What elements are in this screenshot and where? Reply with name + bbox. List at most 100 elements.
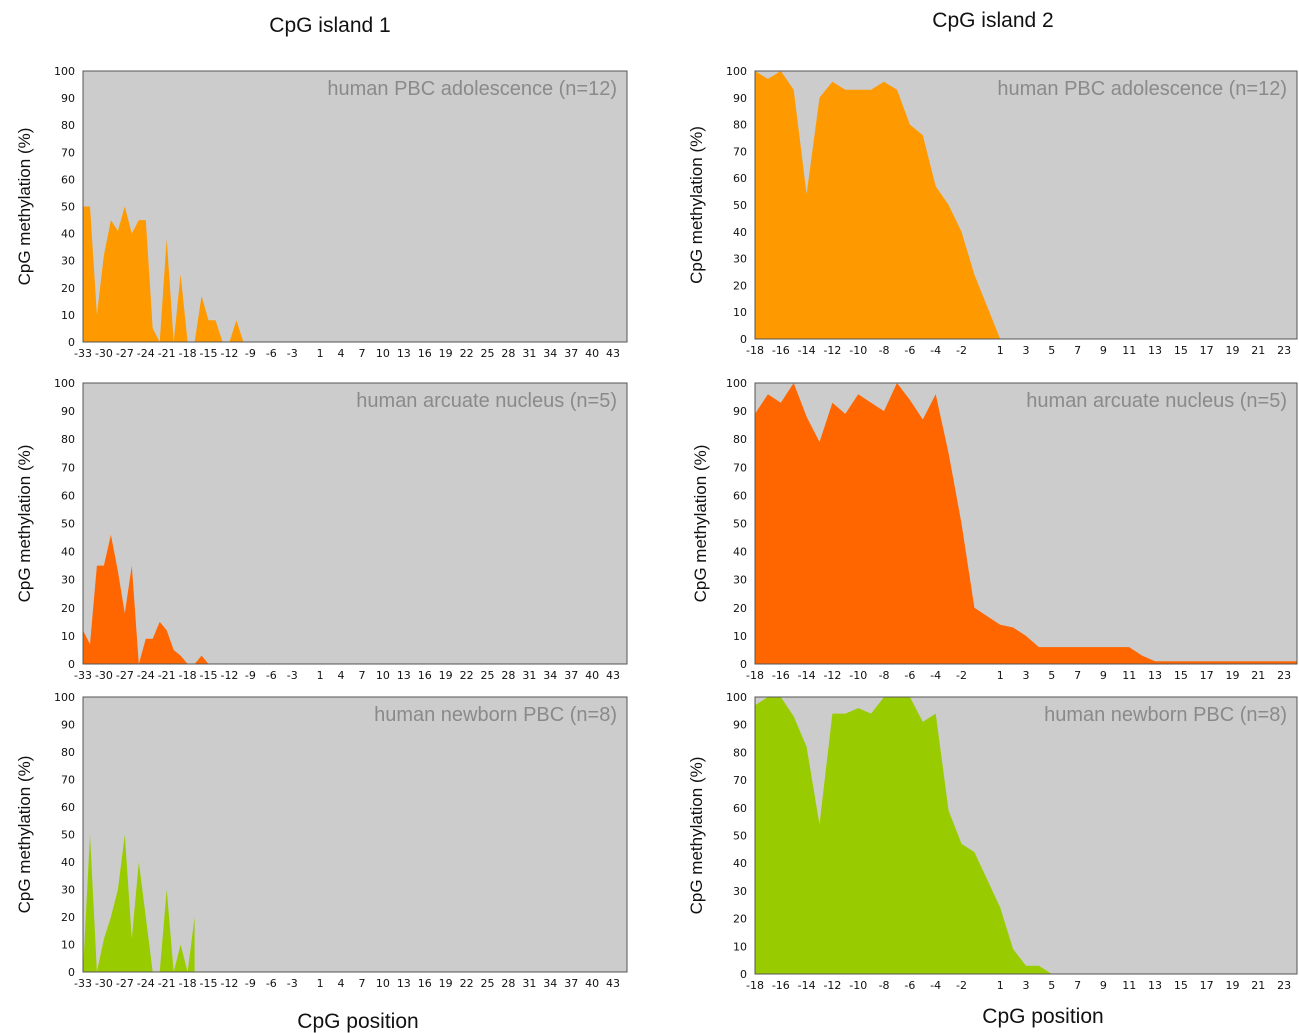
y-tick-label: 0 [740,658,747,671]
plot-frame [82,382,628,665]
x-tick-label: 4 [338,977,345,990]
methylation-area [755,697,1065,974]
x-tick-label: -8 [879,344,890,357]
x-tick-label: 25 [481,347,495,360]
x-tick-label: 4 [338,347,345,360]
panel-right-adolescence: 0 10 20 30 40 50 60 70 80 90 100 -18 -16 -14 -12 -10 -8 -… [687,65,1298,357]
x-tick-label: -18 [746,669,764,682]
y-tick-label: 100 [726,65,747,78]
plot-frame [754,70,1298,340]
x-tick-label: 7 [358,669,365,682]
y-tick-label: 20 [61,602,75,615]
x-tick-label: 28 [501,977,515,990]
x-tick-label: 16 [418,347,432,360]
x-tick-label: -12 [823,669,841,682]
y-tick-label: 40 [61,228,75,241]
y-tick-label: 70 [61,146,75,159]
x-tick-label: -27 [116,977,134,990]
plot-area [82,382,628,665]
x-tick-label: -12 [220,977,238,990]
x-tick-label: 34 [543,347,557,360]
y-tick-label: 40 [733,546,747,559]
x-tick-label: 37 [564,669,578,682]
y-tick-label: 40 [61,856,75,869]
panel-left-adolescence: 0 10 20 30 40 50 60 70 80 90 100 -33 -30 -27 -24 -21 -18… [15,65,628,360]
x-tick-label: 13 [397,977,411,990]
y-axis-title: CpG methylation (%) [687,126,706,284]
y-tick-label: 0 [740,333,747,346]
y-tick-label: 90 [733,92,747,105]
y-axis-title: CpG methylation (%) [691,445,710,603]
x-tick-label: 34 [543,977,557,990]
x-tick-label: 19 [439,669,453,682]
x-tick-label: 21 [1251,344,1265,357]
y-tick-label: 60 [61,489,75,502]
y-tick-label: 10 [733,306,747,319]
y-tick-label: 10 [733,630,747,643]
x-tick-label: -18 [746,979,764,992]
x-tick-label: -6 [904,669,915,682]
x-tick-label: 25 [481,977,495,990]
panel-right-arcuate: 0 10 20 30 40 50 60 70 80 90 100 -18 -16 -14 -12 -10 -8 -… [691,377,1298,682]
x-tick-label: -10 [849,979,867,992]
panel-title: human newborn PBC (n=8) [374,704,617,726]
x-tick-label: 25 [481,669,495,682]
y-tick-label: 30 [61,884,75,897]
y-tick-label: 80 [733,746,747,759]
x-tick-label: -4 [930,979,941,992]
x-tick-label: 1 [317,977,324,990]
y-tick-label: 100 [54,377,75,390]
y-tick-label: 70 [61,461,75,474]
x-tick-label: -6 [266,669,277,682]
x-tick-label: -14 [798,344,816,357]
y-tick-label: 50 [733,830,747,843]
y-tick-label: 50 [61,829,75,842]
x-tick-label: 9 [1100,344,1107,357]
x-tick-label: -27 [116,347,134,360]
x-tick-label: -15 [200,347,218,360]
x-tick-label: -33 [74,977,92,990]
x-tick-label: 28 [501,669,515,682]
y-tick-label: 0 [68,658,75,671]
y-tick-label: 70 [733,774,747,787]
x-tick-label: -24 [137,347,155,360]
y-tick-label: 80 [61,119,75,132]
panel-title: human PBC adolescence (n=12) [327,78,617,100]
x-tick-label: 5 [1048,669,1055,682]
x-tick-label: -12 [220,669,238,682]
x-tick-label: -3 [287,977,298,990]
x-tick-label: -33 [74,347,92,360]
x-tick-label: -16 [772,669,790,682]
y-tick-label: 0 [740,968,747,981]
y-tick-label: 70 [733,461,747,474]
y-tick-label: 10 [733,940,747,953]
x-tick-label: -8 [879,669,890,682]
y-tick-label: 10 [61,939,75,952]
y-tick-label: 10 [61,309,75,322]
panel-right-newborn: 0 10 20 30 40 50 60 70 80 90 100 -18 -16 -14 -12 -10 -8 -… [687,691,1298,992]
x-tick-label: -24 [137,977,155,990]
x-tick-label: -2 [956,669,967,682]
x-tick-label: 40 [585,977,599,990]
x-tick-label: 19 [1225,344,1239,357]
x-tick-label: 43 [606,669,620,682]
column-title-left: CpG island 1 [269,14,390,37]
x-tick-label: 43 [606,347,620,360]
plot-frame [754,382,1298,665]
x-tick-label: 22 [460,977,474,990]
x-tick-label: -27 [116,669,134,682]
x-tick-label: -4 [930,669,941,682]
x-tick-label: 19 [1225,669,1239,682]
x-tick-label: 17 [1200,979,1214,992]
x-tick-label: 40 [585,347,599,360]
x-tick-label: 10 [376,347,390,360]
x-tick-label: -10 [849,344,867,357]
x-tick-label: -15 [200,669,218,682]
x-tick-label: -14 [798,979,816,992]
x-tick-label: -9 [245,977,256,990]
x-tick-label: -4 [930,344,941,357]
y-tick-label: 80 [733,119,747,132]
methylation-area [83,206,244,342]
y-axis-title: CpG methylation (%) [687,757,706,915]
